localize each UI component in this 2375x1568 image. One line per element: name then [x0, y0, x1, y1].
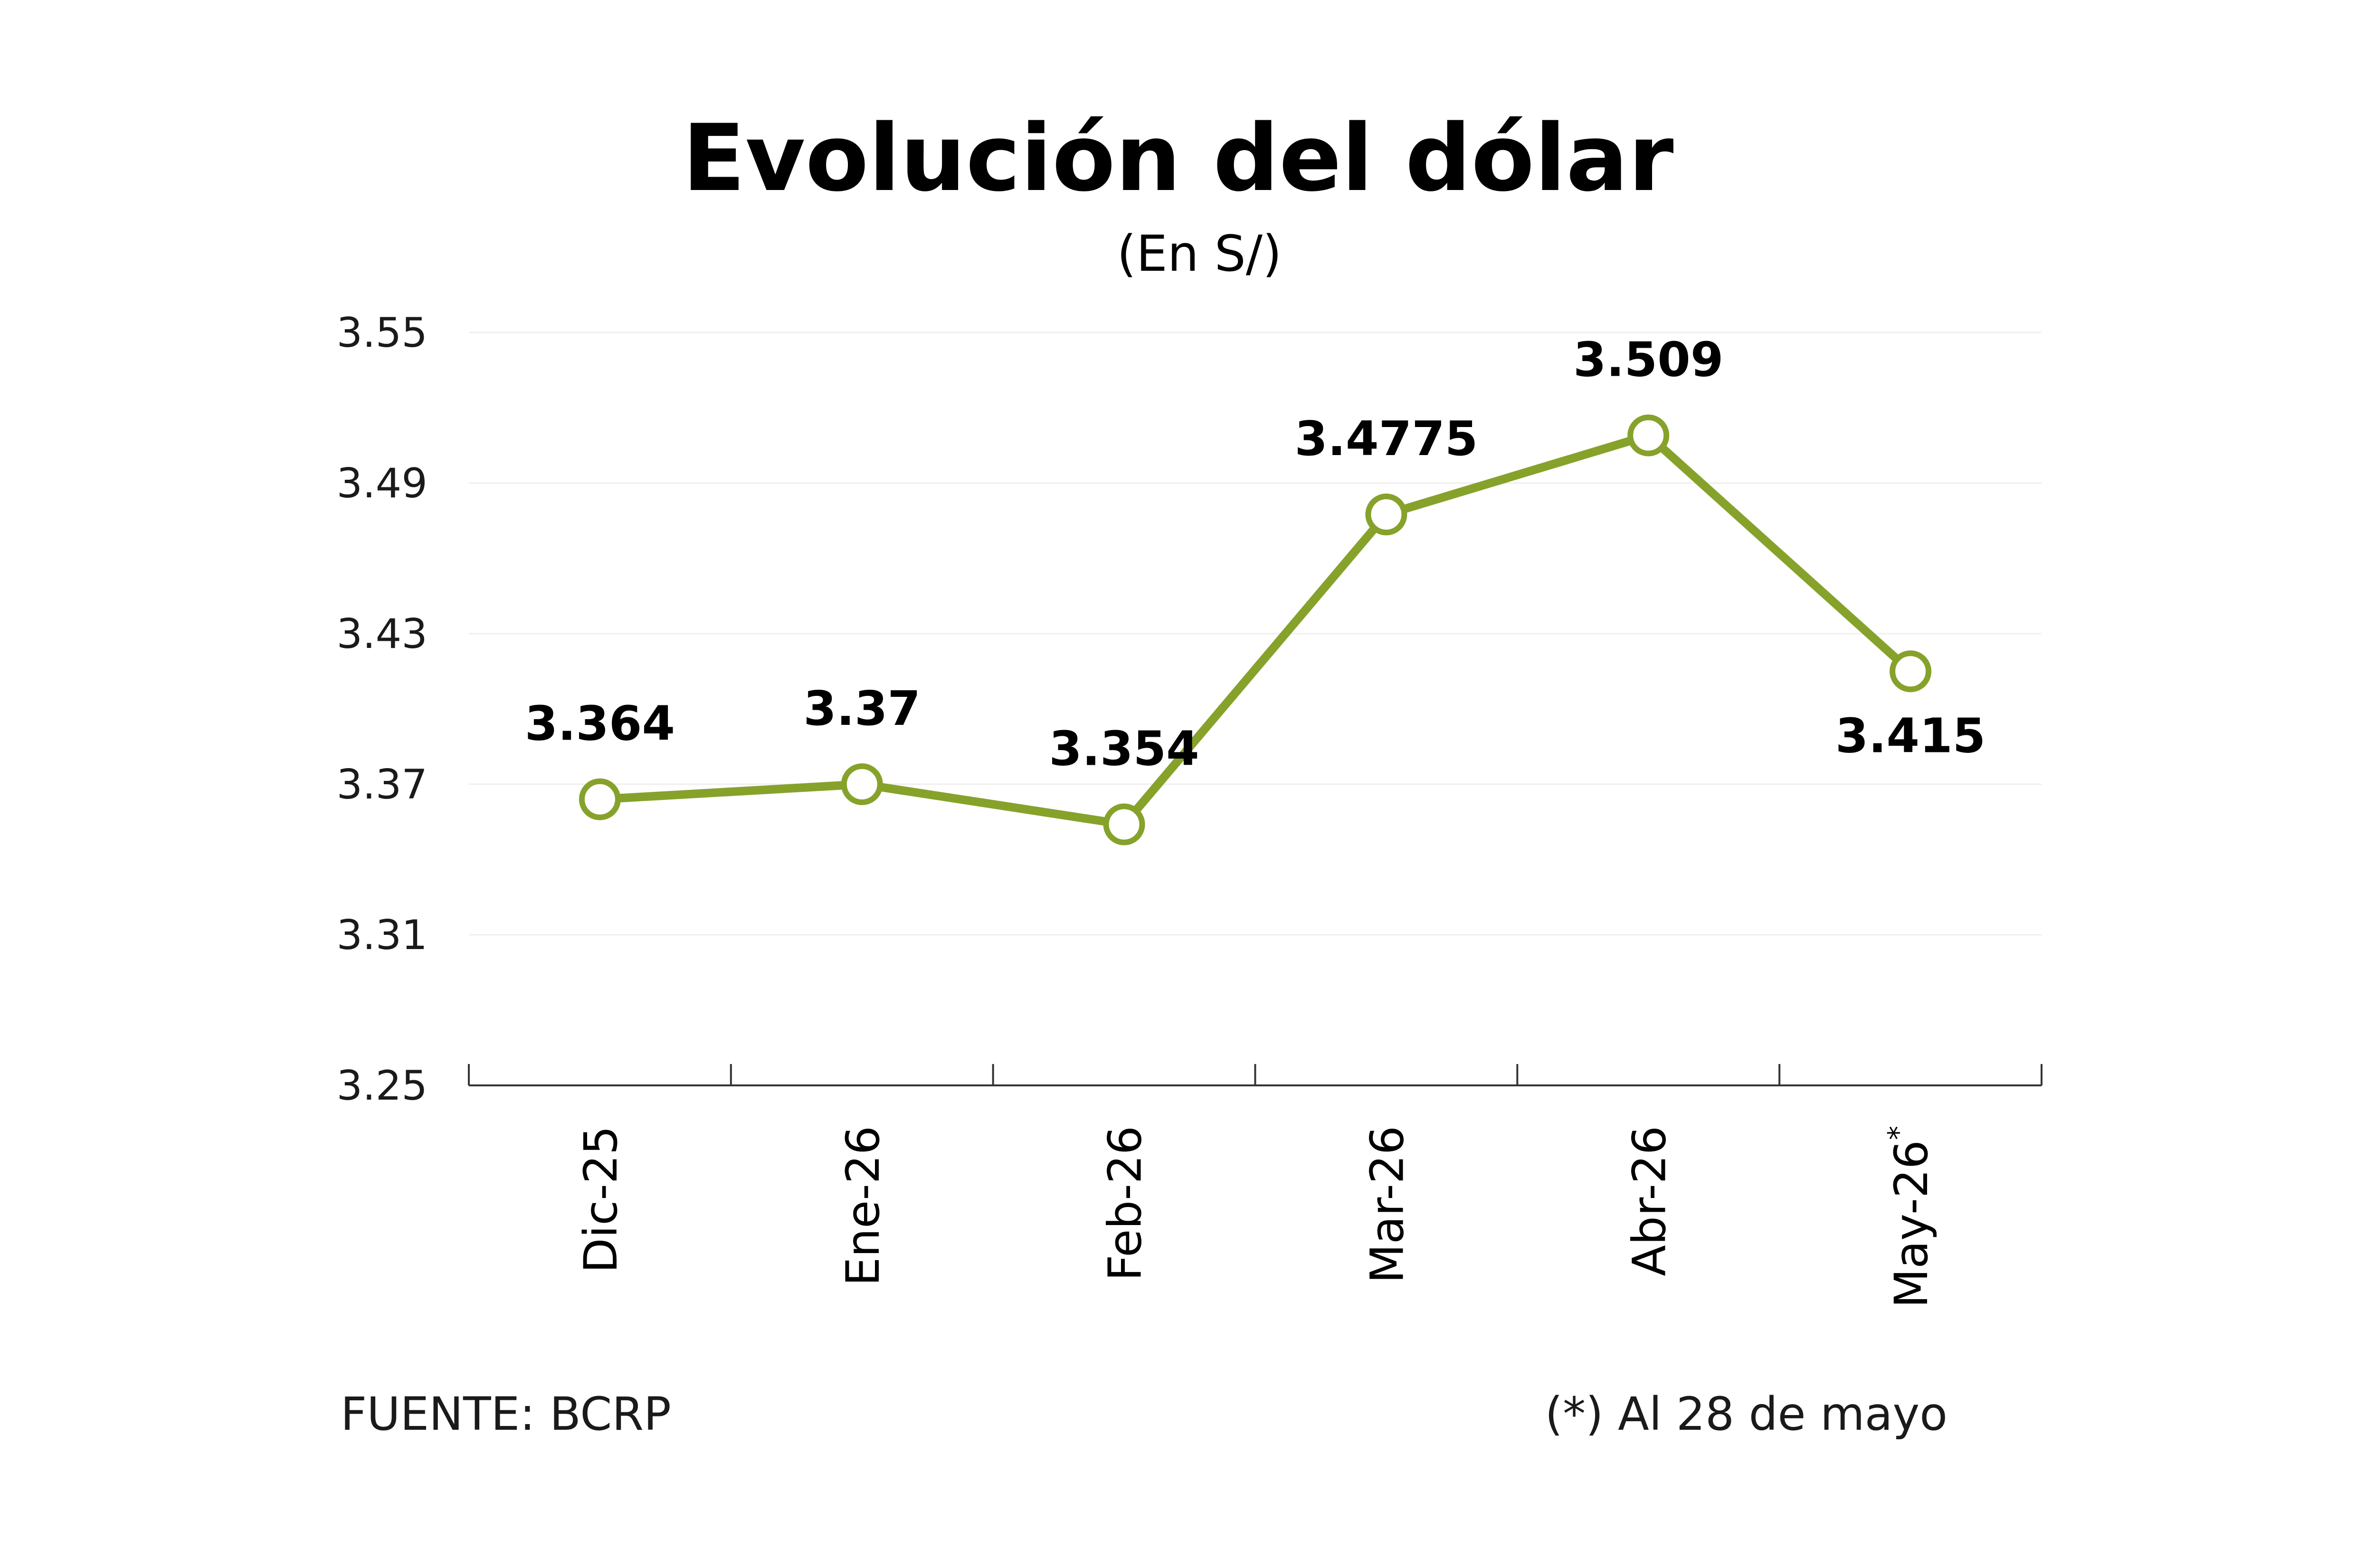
data-point — [1890, 650, 1932, 693]
y-tick-label: 3.49 — [337, 460, 428, 507]
y-tick-label: 3.43 — [337, 610, 428, 658]
x-tick-label: Abr-26 — [1623, 1126, 1676, 1276]
x-tick-label-text: Ene-26 — [836, 1126, 890, 1286]
gridlines — [469, 332, 2042, 936]
x-tick-footnote-mark: * — [1882, 1126, 1915, 1140]
series-line — [595, 431, 1915, 829]
x-tick-label-text: Feb-26 — [1099, 1126, 1152, 1281]
data-label: 3.37 — [803, 681, 921, 736]
data-labels-group: 3.364 3.37 3.354 3.4775 3.509 3.415 — [525, 332, 1986, 777]
data-point — [841, 763, 883, 805]
series-points-group — [579, 414, 1932, 846]
y-tick-label: 3.31 — [337, 912, 428, 959]
data-point — [1365, 494, 1407, 536]
data-label: 3.509 — [1573, 332, 1723, 388]
x-tick-label-text: Mar-26 — [1360, 1126, 1414, 1283]
data-label: 3.354 — [1049, 721, 1199, 777]
y-tick-label: 3.25 — [337, 1062, 428, 1110]
data-point — [1103, 803, 1145, 846]
x-axis — [468, 1064, 2042, 1086]
data-point — [579, 778, 621, 820]
x-tick-label: Feb-26 — [1099, 1126, 1152, 1281]
x-tick-label-text: May-26 — [1885, 1140, 1938, 1308]
x-tick-label-text: Dic-25 — [574, 1126, 627, 1273]
footnote: (*) Al 28 de mayo — [1545, 1387, 1948, 1441]
data-point — [1627, 414, 1670, 456]
data-label: 3.4775 — [1294, 411, 1478, 466]
chart-subtitle: (En S/) — [1117, 225, 1282, 283]
x-tick-label: Ene-26 — [836, 1126, 890, 1286]
chart-title: Evolución del dólar — [682, 105, 1673, 212]
y-tick-label: 3.37 — [337, 761, 428, 808]
y-axis-ticks: 3.55 3.49 3.43 3.37 3.31 3.25 — [337, 309, 428, 1110]
source-note: FUENTE: BCRP — [341, 1387, 671, 1441]
x-tick-label-text: Abr-26 — [1623, 1126, 1676, 1276]
x-tick-label: May-26* — [1882, 1126, 1938, 1308]
x-axis-tick-labels: Dic-25 Ene-26 Feb-26 Mar-26 Abr-26 May-26* — [574, 1126, 1938, 1308]
x-tick-label: Dic-25 — [574, 1126, 627, 1273]
y-tick-label: 3.55 — [337, 309, 428, 357]
data-label: 3.415 — [1835, 708, 1986, 763]
x-tick-label: Mar-26 — [1360, 1126, 1414, 1283]
series-line-group — [595, 431, 1915, 829]
data-label: 3.364 — [525, 696, 675, 751]
